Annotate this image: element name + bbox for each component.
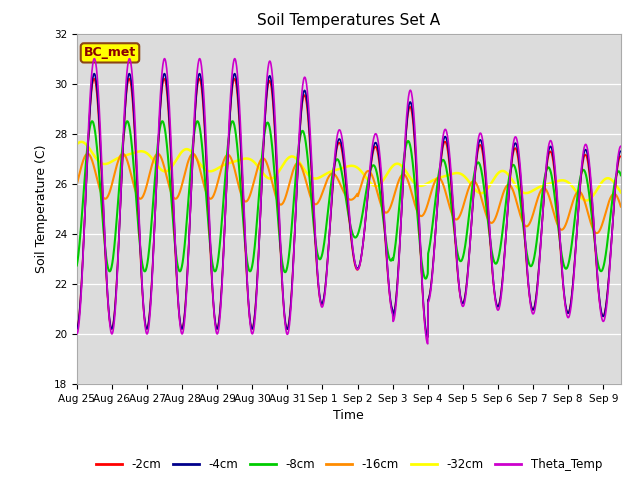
-8cm — [193, 119, 201, 124]
-32cm — [300, 166, 308, 172]
-8cm — [228, 119, 236, 124]
-16cm — [84, 151, 92, 156]
-2cm — [617, 154, 625, 159]
-32cm — [73, 142, 81, 147]
-8cm — [287, 237, 294, 242]
-8cm — [300, 130, 308, 136]
-2cm — [433, 210, 441, 216]
Theta_Temp — [570, 282, 577, 288]
Theta_Temp — [73, 331, 81, 337]
Theta_Temp — [287, 309, 294, 315]
X-axis label: Time: Time — [333, 409, 364, 422]
Theta_Temp — [433, 209, 441, 215]
-32cm — [433, 176, 440, 181]
-32cm — [522, 190, 530, 196]
Line: -2cm: -2cm — [77, 79, 621, 337]
-8cm — [422, 276, 429, 281]
-32cm — [582, 198, 590, 204]
Title: Soil Temperatures Set A: Soil Temperatures Set A — [257, 13, 440, 28]
Legend: -2cm, -4cm, -8cm, -16cm, -32cm, Theta_Temp: -2cm, -4cm, -8cm, -16cm, -32cm, Theta_Te… — [91, 454, 607, 476]
Theta_Temp — [617, 144, 625, 149]
-4cm — [300, 88, 308, 94]
-16cm — [593, 230, 600, 236]
-8cm — [570, 229, 577, 235]
Theta_Temp — [424, 341, 431, 347]
-4cm — [570, 278, 577, 284]
-8cm — [522, 248, 530, 253]
-32cm — [617, 190, 625, 195]
-4cm — [193, 81, 201, 86]
Line: Theta_Temp: Theta_Temp — [77, 59, 621, 344]
-2cm — [287, 302, 294, 308]
-16cm — [522, 223, 530, 229]
-8cm — [73, 263, 81, 268]
-32cm — [287, 154, 294, 159]
-4cm — [433, 210, 441, 216]
-16cm — [569, 199, 577, 205]
Theta_Temp — [193, 72, 201, 77]
-16cm — [287, 176, 294, 182]
-16cm — [617, 204, 625, 209]
-8cm — [433, 185, 441, 191]
-32cm — [569, 184, 577, 190]
-2cm — [90, 76, 98, 82]
-16cm — [433, 176, 440, 182]
-4cm — [73, 326, 81, 332]
-2cm — [193, 84, 201, 90]
Text: BC_met: BC_met — [84, 47, 136, 60]
-2cm — [424, 334, 431, 340]
-2cm — [522, 259, 530, 265]
Theta_Temp — [522, 254, 530, 260]
Theta_Temp — [231, 56, 239, 61]
-32cm — [77, 139, 85, 145]
-16cm — [300, 171, 308, 177]
-4cm — [424, 334, 431, 340]
-4cm — [522, 255, 530, 261]
-2cm — [570, 277, 577, 283]
Y-axis label: Soil Temperature (C): Soil Temperature (C) — [35, 144, 48, 273]
-32cm — [193, 157, 201, 163]
Line: -4cm: -4cm — [77, 73, 621, 337]
-16cm — [73, 181, 81, 187]
-4cm — [161, 71, 168, 76]
-4cm — [287, 304, 294, 310]
-16cm — [193, 157, 201, 163]
-2cm — [300, 93, 308, 98]
-4cm — [617, 148, 625, 154]
Line: -16cm: -16cm — [77, 154, 621, 233]
Theta_Temp — [300, 76, 308, 82]
-8cm — [617, 172, 625, 178]
Line: -8cm: -8cm — [77, 121, 621, 278]
-2cm — [73, 326, 81, 332]
Line: -32cm: -32cm — [77, 142, 621, 201]
